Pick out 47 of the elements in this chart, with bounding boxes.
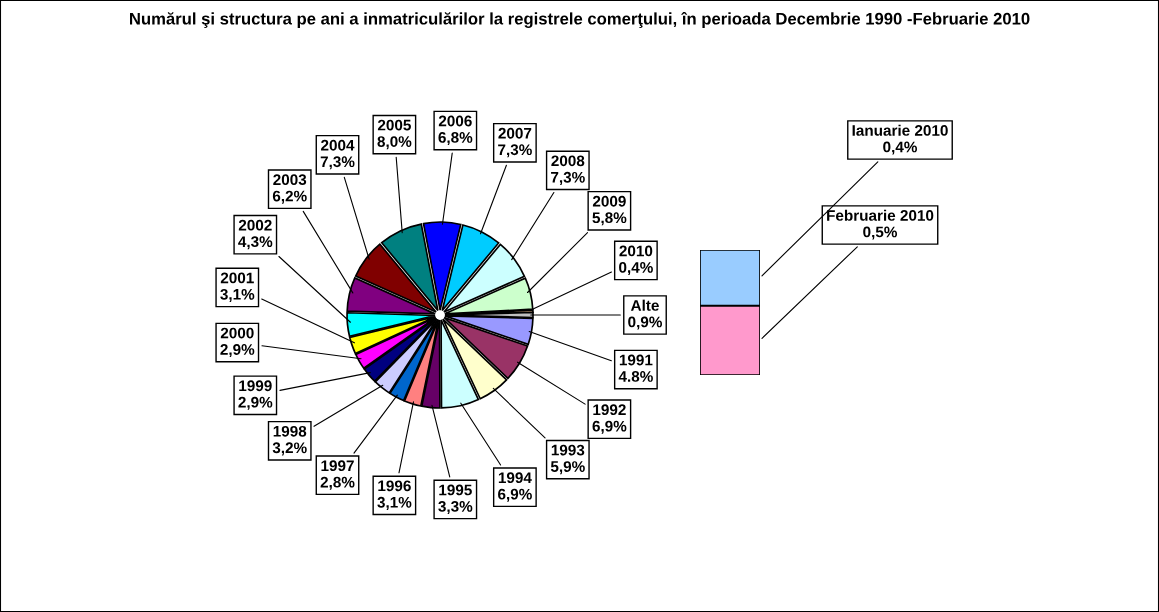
slice-label: 2003 — [273, 174, 307, 186]
slice-label: 2001 — [220, 272, 254, 284]
data-label: 0,5% — [863, 226, 898, 240]
slice-label: 1993 — [551, 444, 585, 456]
data-label: 2,9% — [220, 344, 255, 358]
slice-label: 1995 — [439, 484, 472, 496]
slice-label: Alte — [630, 299, 659, 311]
data-label: 3,1% — [377, 496, 412, 510]
data-label: 3,1% — [220, 288, 255, 302]
data-label: 5,9% — [550, 461, 585, 475]
data-label: 0,4% — [619, 261, 653, 276]
data-label: 3,2% — [272, 442, 307, 456]
slice-label: 1996 — [378, 480, 411, 492]
slice-label: 1991 — [619, 354, 653, 366]
data-label: 7,3% — [551, 171, 585, 185]
data-label: 3,3% — [438, 500, 473, 515]
data-label: 7,3% — [320, 156, 355, 170]
text: Ianuarie 2010 — [852, 124, 948, 136]
slice-label: 1998 — [273, 425, 307, 437]
text: Februarie 2010 — [827, 209, 934, 221]
slice-label: 1999 — [239, 380, 272, 392]
data-label: 6,8% — [438, 132, 473, 146]
slice-label: 1992 — [593, 404, 626, 416]
slice-label: 2007 — [498, 127, 532, 139]
data-label: 5,8% — [592, 212, 627, 226]
data-label: 4,3% — [238, 236, 273, 250]
slice-label: 2006 — [438, 115, 472, 127]
data-label: 6,2% — [272, 190, 307, 204]
data-label: 6,9% — [498, 488, 532, 502]
slice-label: 1997 — [321, 460, 354, 472]
data-label: 4.8% — [618, 371, 653, 382]
slice-label: 2005 — [377, 119, 411, 131]
chart-title: Numărul şi structura pe ani a inmatriculărilor la registrele comerţului, în perioada Decembrie 1990 -Februarie 2010 — [130, 12, 1030, 28]
slice-label: 2009 — [592, 195, 626, 207]
slice-label: 1994 — [498, 472, 532, 484]
slice-label: 2002 — [238, 219, 272, 231]
slice-label: 2000 — [220, 327, 254, 339]
data-label: 2,9% — [238, 396, 273, 410]
data-label: 7,3% — [498, 144, 532, 158]
data-label: 2,8% — [320, 476, 355, 490]
slice-label: 2010 — [619, 245, 653, 257]
data-label: 0,9% — [628, 316, 663, 330]
data-label: 8,0% — [377, 136, 412, 150]
slice-label: 2008 — [551, 155, 585, 167]
slice-label: 2004 — [321, 139, 355, 151]
data-label: 0,4% — [883, 141, 918, 155]
data-label: 6,9% — [592, 420, 627, 434]
